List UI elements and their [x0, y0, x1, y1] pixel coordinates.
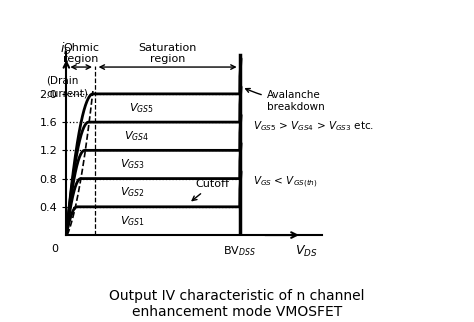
Text: $V_{GS5}$ > $V_{GS4}$ > $V_{GS3}$ etc.: $V_{GS5}$ > $V_{GS4}$ > $V_{GS3}$ etc.	[253, 119, 374, 133]
Text: Ohmic
region: Ohmic region	[63, 43, 99, 64]
Text: $V_{GS1}$: $V_{GS1}$	[120, 214, 145, 228]
Text: $i_D$: $i_D$	[61, 41, 72, 57]
Text: (Drain
current): (Drain current)	[46, 76, 88, 98]
Text: Cutoff: Cutoff	[192, 179, 229, 201]
Text: Output IV characteristic of n channel
enhancement mode VMOSFET: Output IV characteristic of n channel en…	[109, 289, 365, 319]
Text: $V_{GS5}$: $V_{GS5}$	[128, 101, 154, 115]
Text: $V_{GS}$ < $V_{GS(th)}$: $V_{GS}$ < $V_{GS(th)}$	[253, 175, 318, 190]
Text: $V_{DS}$: $V_{DS}$	[295, 243, 318, 259]
Text: 0: 0	[52, 243, 59, 253]
Text: $V_{GS2}$: $V_{GS2}$	[120, 186, 145, 199]
Text: BV$_{DSS}$: BV$_{DSS}$	[223, 244, 256, 258]
Text: $V_{GS4}$: $V_{GS4}$	[124, 129, 149, 143]
Text: Saturation
region: Saturation region	[138, 43, 197, 64]
Text: $V_{GS3}$: $V_{GS3}$	[120, 157, 145, 171]
Text: Avalanche
breakdown: Avalanche breakdown	[246, 89, 324, 112]
